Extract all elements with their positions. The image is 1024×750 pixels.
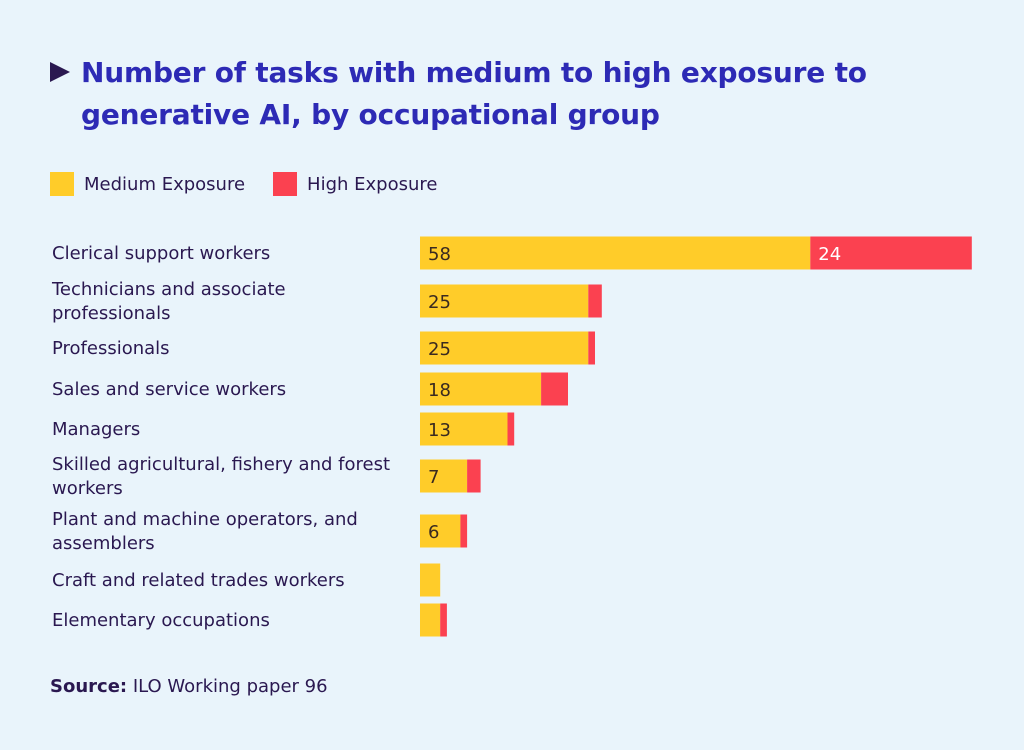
- category-label: Elementary occupations: [52, 610, 270, 631]
- data-label-medium: 13: [428, 420, 451, 441]
- legend-swatch-medium: [50, 172, 74, 196]
- bar-medium-exposure: [420, 236, 811, 270]
- bar-high-exposure: [507, 412, 515, 446]
- bar-high-exposure: [467, 459, 481, 493]
- category-label: Skilled agricultural, fishery and forest…: [52, 454, 390, 499]
- data-label-medium: 6: [428, 522, 439, 543]
- bar-high-exposure: [440, 603, 447, 637]
- legend-label-high: High Exposure: [307, 173, 438, 195]
- source-text: ILO Working paper 96: [132, 676, 328, 697]
- legend-item-medium: Medium Exposure: [50, 172, 245, 196]
- bar-medium-exposure: [420, 412, 508, 446]
- chart-title-block: Number of tasks with medium to high expo…: [50, 52, 950, 136]
- chart-title: Number of tasks with medium to high expo…: [81, 56, 867, 131]
- category-label: Professionals: [52, 338, 170, 359]
- bar-high-exposure: [541, 372, 568, 406]
- category-label: Managers: [52, 419, 140, 440]
- legend: Medium Exposure High Exposure: [50, 172, 465, 196]
- legend-label-medium: Medium Exposure: [84, 173, 246, 195]
- source-note: Source: ILO Working paper 96: [50, 676, 328, 697]
- bar-medium-exposure: [420, 331, 589, 365]
- bar-high-exposure: [460, 514, 468, 548]
- legend-item-high: High Exposure: [273, 172, 437, 196]
- bar-high-exposure: [810, 236, 972, 270]
- triangle-icon: [50, 62, 70, 82]
- bar-medium-exposure: [420, 514, 461, 548]
- bar-medium-exposure: [420, 603, 441, 637]
- category-label: Sales and service workers: [52, 379, 286, 400]
- category-label: Craft and related trades workers: [52, 570, 345, 591]
- bar-high-exposure: [588, 284, 602, 318]
- data-label-medium: 7: [428, 467, 439, 488]
- category-label: Plant and machine operators, and assemble…: [52, 509, 358, 554]
- bar-medium-exposure: [420, 563, 441, 597]
- bar-medium-exposure: [420, 284, 589, 318]
- data-label-medium: 25: [428, 292, 451, 313]
- bar-high-exposure: [588, 331, 595, 365]
- source-label: Source:: [50, 676, 128, 697]
- data-label-medium: 25: [428, 339, 451, 360]
- data-label-medium: 18: [428, 380, 451, 401]
- category-label: Technicians and associate professionals: [51, 279, 286, 324]
- category-label: Clerical support workers: [52, 243, 270, 264]
- bar-medium-exposure: [420, 372, 542, 406]
- legend-swatch-high: [273, 172, 298, 196]
- data-label-medium: 58: [428, 244, 451, 265]
- data-label-high: 24: [818, 244, 841, 265]
- bar-medium-exposure: [420, 459, 468, 493]
